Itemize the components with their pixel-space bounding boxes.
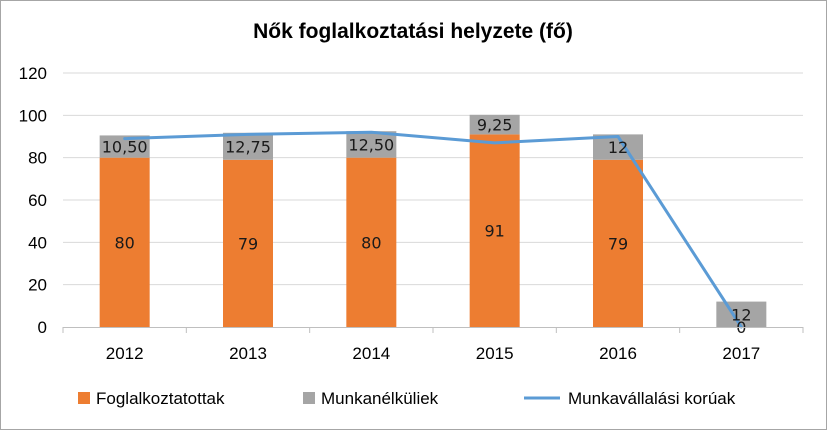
legend-swatch xyxy=(303,392,315,404)
legend-label: Foglalkoztatottak xyxy=(96,389,225,408)
data-label-unemployed: 12 xyxy=(608,138,628,157)
bar-employed xyxy=(346,157,397,327)
bar-unemployed xyxy=(716,301,767,327)
x-tick-label: 2013 xyxy=(229,344,267,363)
y-tick-label: 80 xyxy=(28,149,47,168)
legend-swatch xyxy=(78,392,90,404)
data-label-employed: 79 xyxy=(608,234,628,253)
bar-employed xyxy=(469,134,520,327)
bar-unemployed xyxy=(223,132,273,160)
x-tick-label: 2017 xyxy=(722,344,760,363)
y-axis-ticks: 0 20 40 60 80 100 120 xyxy=(19,64,47,337)
gridlines xyxy=(63,72,803,286)
y-tick-label: 20 xyxy=(28,276,47,295)
legend-label: Munkanélküliek xyxy=(321,389,439,408)
x-axis-ticks: 2012 2013 2014 2015 2016 2017 xyxy=(62,327,804,363)
legend-label: Munkavállalási korúak xyxy=(568,389,736,408)
bar-unemployed xyxy=(346,131,397,158)
bar-employed xyxy=(593,159,643,327)
data-label-employed: 79 xyxy=(238,234,258,253)
bar-unemployed xyxy=(469,114,520,135)
bar-employed xyxy=(223,159,273,327)
y-tick-label: 0 xyxy=(38,318,47,337)
y-tick-label: 100 xyxy=(19,106,47,125)
line-working-age xyxy=(123,130,743,329)
chart-title: Nők foglalkoztatási helyzete (fő) xyxy=(253,20,573,43)
bars xyxy=(99,114,767,327)
data-label-unemployed: 9,25 xyxy=(477,116,513,135)
y-tick-label: 120 xyxy=(19,64,47,83)
data-label-unemployed: 12,50 xyxy=(348,135,394,154)
y-tick-label: 40 xyxy=(28,233,47,252)
bar-employed xyxy=(99,157,150,327)
x-tick-label: 2016 xyxy=(599,344,637,363)
data-label-unemployed: 12,75 xyxy=(225,137,271,156)
data-label-employed: 80 xyxy=(114,233,134,252)
y-tick-label: 60 xyxy=(28,191,47,210)
x-tick-label: 2014 xyxy=(352,344,390,363)
legend: Foglalkoztatottak Munkanélküliek Munkaváll… xyxy=(78,389,736,408)
data-label-unemployed: 12 xyxy=(731,305,751,324)
data-label-employed: 80 xyxy=(361,233,381,252)
line-series xyxy=(123,130,743,329)
bar-unemployed xyxy=(99,135,150,158)
data-label-unemployed: 10,50 xyxy=(102,138,148,157)
x-tick-label: 2015 xyxy=(476,344,514,363)
x-tick-label: 2012 xyxy=(106,344,144,363)
data-label-employed: 91 xyxy=(484,222,504,241)
